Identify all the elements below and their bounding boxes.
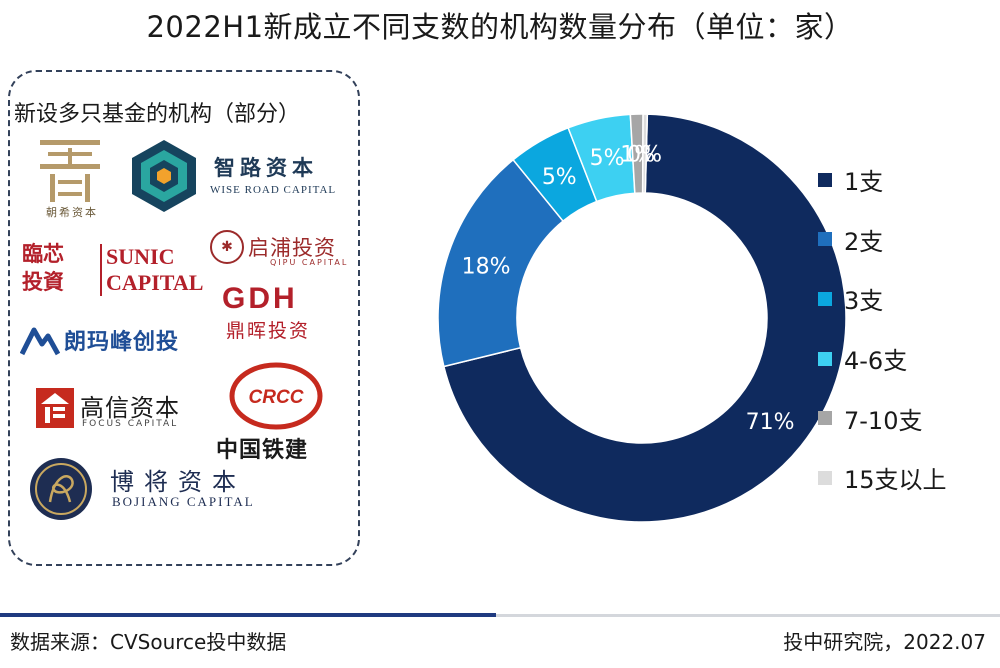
legend-label-1: 1支 — [844, 168, 884, 197]
data-label-6: 0% — [627, 143, 662, 168]
focus-capital-mark-icon — [36, 388, 74, 428]
legend-item-1: 1支 — [818, 150, 947, 210]
wise-road-en: WISE ROAD CAPITAL — [210, 184, 337, 196]
legend-label-5: 7-10支 — [844, 406, 923, 435]
qipu-seal-icon: ✱ — [210, 230, 244, 264]
legend-swatch-3 — [818, 291, 832, 306]
legend-item-5: 7-10支 — [818, 388, 947, 448]
legend-label-4: 4-6支 — [844, 347, 908, 376]
focus-capital-cn: 高信资本 — [80, 394, 180, 422]
crcc-emblem-icon: CRCC — [229, 362, 323, 430]
data-label-1: 71% — [746, 410, 795, 435]
data-label-4: 5% — [590, 146, 625, 171]
data-source: 数据来源：CVSource投中数据 — [10, 630, 287, 654]
legend-label-3: 3支 — [844, 287, 884, 316]
data-label-5: 1% — [620, 143, 655, 168]
logo-panel-title: 新设多只基金的机构（部分） — [12, 96, 303, 128]
mountain-icon — [20, 327, 60, 356]
legend-swatch-5 — [818, 411, 832, 426]
legend-item-4: 4-6支 — [818, 329, 947, 389]
legend-swatch-1 — [818, 172, 832, 187]
qipu-capital-logo: ✱ 启浦投资 QIPU CAPITAL — [210, 230, 350, 270]
chart-title: 2022H1新成立不同支数的机构数量分布（单位：家） — [146, 10, 854, 44]
donut-slice-6 — [641, 113, 649, 194]
crcc-cn: 中国铁建 — [216, 438, 309, 463]
linhua-logo: 臨芯 投資 — [22, 240, 102, 302]
bojiang-cn: 博将资本 — [110, 468, 246, 496]
data-label-2: 18% — [462, 255, 511, 280]
wise-road-cn: 智路资本 — [214, 156, 318, 180]
donut-slice-1 — [442, 113, 847, 523]
linhua-line1: 臨芯 — [22, 242, 64, 266]
legend-swatch-2 — [818, 232, 832, 247]
sunic-capital-logo: SUNIC CAPITAL — [106, 244, 203, 296]
legend-label-6: 15支以上 — [844, 466, 947, 495]
data-label-3: 5% — [542, 165, 577, 190]
sunic-line2: CAPITAL — [106, 270, 204, 295]
bojiang-capital-logo: 博将资本 BOJIANG CAPITAL — [28, 456, 278, 524]
sunic-line1: SUNIC — [106, 244, 175, 269]
legend-swatch-6 — [818, 470, 832, 485]
focus-capital-en: FOCUS CAPITAL — [82, 419, 179, 429]
footer-divider — [0, 614, 1000, 617]
qipu-en: QIPU CAPITAL — [270, 258, 349, 267]
wise-road-capital-logo: 智路资本 WISE ROAD CAPITAL — [124, 136, 354, 216]
bojiang-seal-icon — [30, 458, 92, 520]
chaoxi-mark-icon — [40, 140, 100, 202]
wise-road-hexagon-icon — [132, 140, 196, 212]
legend-item-3: 3支 — [818, 269, 947, 329]
logo-panel — [8, 70, 360, 566]
legend-swatch-4 — [818, 351, 832, 366]
gdh-en: GDH — [222, 282, 298, 315]
legend-item-2: 2支 — [818, 210, 947, 270]
credit-line: 投中研究院，2022.07 — [783, 630, 986, 654]
crcc-logo: CRCC 中国铁建 — [216, 362, 338, 463]
qipu-cn: 启浦投资 — [248, 236, 336, 260]
linhua-line2: 投資 — [22, 270, 64, 294]
legend-item-6: 15支以上 — [818, 448, 947, 508]
chaoxi-capital-logo: 朝希资本 — [32, 140, 112, 224]
bojiang-en: BOJIANG CAPITAL — [112, 494, 255, 509]
chaoxi-name: 朝希资本 — [46, 206, 98, 219]
focus-capital-logo: 高信资本 FOCUS CAPITAL — [36, 388, 216, 436]
langma-peak-logo: 朗玛峰创投 — [20, 320, 220, 360]
footer-divider-accent — [0, 613, 496, 617]
langma-name: 朗玛峰创投 — [64, 330, 180, 355]
svg-text:CRCC: CRCC — [249, 387, 304, 408]
chart-legend: 1支 2支 3支 4-6支 7-10支 15支以上 — [818, 150, 947, 508]
legend-label-2: 2支 — [844, 227, 884, 256]
sunic-divider — [100, 244, 102, 296]
gdh-logo: GDH 鼎晖投资 — [222, 282, 352, 342]
gdh-cn: 鼎晖投资 — [226, 320, 311, 342]
